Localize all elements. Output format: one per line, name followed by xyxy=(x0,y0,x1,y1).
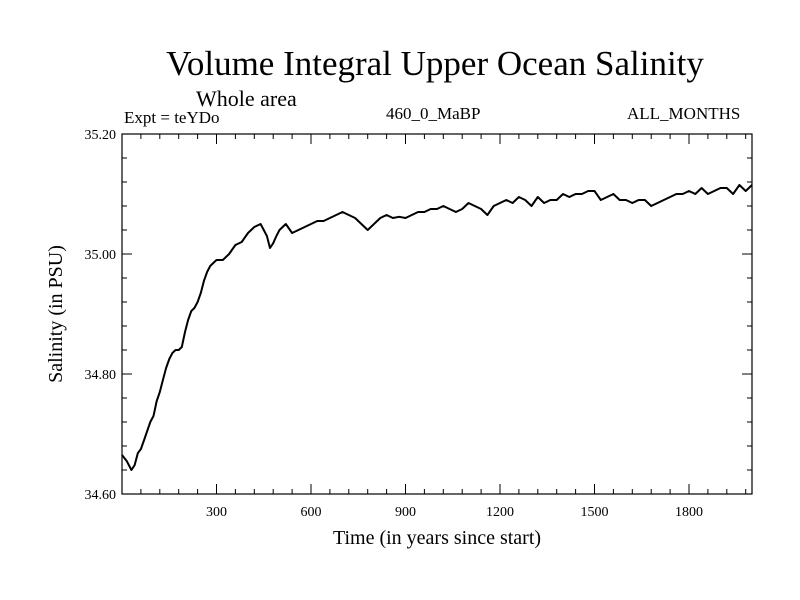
chart-title: Volume Integral Upper Ocean Salinity xyxy=(166,44,704,83)
y-axis-label: Salinity (in PSU) xyxy=(45,245,67,383)
x-tick-label: 1800 xyxy=(675,505,703,520)
x-tick-label: 1500 xyxy=(581,505,609,520)
salinity-series-line xyxy=(121,184,753,471)
y-tick-label: 35.20 xyxy=(85,128,117,143)
axis-tick-labels: 300 600 900 1200 1500 1800 34.60 34.80 35.00 35.2… xyxy=(85,128,704,520)
chart-subtitle: Whole area xyxy=(196,86,297,111)
axis-ticks xyxy=(122,134,752,494)
period-label: 460_0_MaBP xyxy=(386,104,481,123)
months-label: ALL_MONTHS xyxy=(627,104,741,123)
plot-frame xyxy=(121,133,753,495)
x-tick-label: 900 xyxy=(395,505,416,520)
x-tick-label: 600 xyxy=(301,505,322,520)
x-tick-label: 300 xyxy=(206,505,227,520)
y-tick-label: 35.00 xyxy=(85,248,117,263)
experiment-label: Expt = teYDo xyxy=(124,108,220,127)
y-tick-label: 34.60 xyxy=(85,488,117,503)
y-tick-label: 34.80 xyxy=(85,368,117,383)
x-tick-label: 1200 xyxy=(486,505,514,520)
x-axis-label: Time (in years since start) xyxy=(333,527,541,549)
